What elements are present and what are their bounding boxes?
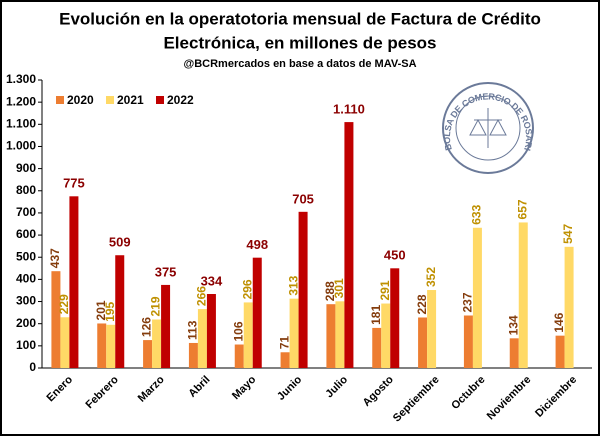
bar [206,294,216,368]
data-label: 228 [415,294,429,314]
data-label: 547 [561,223,575,243]
bar [518,222,528,368]
bar [335,301,345,368]
bar [280,352,290,368]
y-tick-label: 100 [16,338,36,352]
data-label: 71 [277,336,291,350]
y-tick-label: 0 [29,360,36,374]
chart-title: Evolución en la operatotoria mensual de … [59,9,541,28]
bar [60,317,70,368]
bar [344,122,354,368]
bar [252,257,262,368]
data-label: 509 [109,235,131,250]
data-label: 219 [149,296,163,316]
data-label: 288 [323,281,337,301]
bar [161,284,171,368]
y-tick-label: 1.300 [6,72,36,86]
bar [243,302,253,368]
bar [298,211,308,368]
y-tick-label: 500 [16,249,36,263]
data-label: 375 [155,264,177,279]
legend-label: 2021 [117,93,144,107]
logo-scale [469,108,507,148]
bar [115,255,125,368]
y-tick-label: 1.100 [6,116,36,130]
y-tick-label: 900 [16,161,36,175]
data-label: 1.110 [333,102,365,117]
data-label: 450 [384,248,406,263]
bar [97,323,107,368]
bar [427,290,437,368]
bar [106,324,116,368]
data-label: 498 [246,237,268,252]
data-label: 301 [332,278,346,298]
bar [234,344,244,368]
legend-label: 2022 [167,93,194,107]
bar [51,271,61,368]
y-tick-label: 1.000 [6,139,36,153]
bar [472,227,482,368]
data-label: 437 [48,248,62,268]
data-label: 633 [470,204,484,224]
legend-swatch [156,96,164,104]
data-label: 195 [103,301,117,321]
bar [509,338,519,368]
y-tick-label: 600 [16,227,36,241]
bar [69,196,79,368]
data-label: 237 [461,292,475,312]
bar [390,268,400,368]
y-tick-label: 800 [16,183,36,197]
bar [289,298,299,368]
data-label: 296 [240,279,254,299]
data-label: 352 [424,267,438,287]
bar [564,246,574,368]
bar [372,327,382,368]
legend-swatch [56,96,64,104]
bar [152,319,162,368]
data-label: 266 [195,286,209,306]
data-label: 181 [369,305,383,325]
chart-title: Electrónica, en millones de pesos [163,33,436,52]
bar [381,303,391,368]
data-label: 113 [186,320,200,340]
bar [197,309,207,368]
bar [463,315,473,368]
data-label: 775 [63,176,85,191]
y-tick-label: 200 [16,316,36,330]
chart-subtitle: @BCRmercados en base a datos de MAV-SA [183,58,416,70]
y-tick-label: 400 [16,272,36,286]
data-label: 106 [231,321,245,341]
logo-ring [442,82,534,174]
data-label: 126 [140,317,154,337]
y-tick-label: 700 [16,205,36,219]
data-label: 657 [515,199,529,219]
data-label: 705 [292,191,314,206]
logo-ring [455,95,521,161]
legend-swatch [106,96,114,104]
bar [143,340,153,368]
bar [188,342,198,368]
data-label: 313 [286,275,300,295]
data-label: 229 [57,294,71,314]
data-label: 291 [378,280,392,300]
bar [326,304,336,368]
bar [555,335,565,368]
data-label: 201 [94,300,108,320]
data-label: 334 [201,273,223,288]
data-label: 146 [552,312,566,332]
data-label: 134 [506,315,520,335]
bar [418,317,428,368]
y-tick-label: 1.200 [6,94,36,108]
legend-label: 2020 [67,93,94,107]
y-tick-label: 300 [16,294,36,308]
